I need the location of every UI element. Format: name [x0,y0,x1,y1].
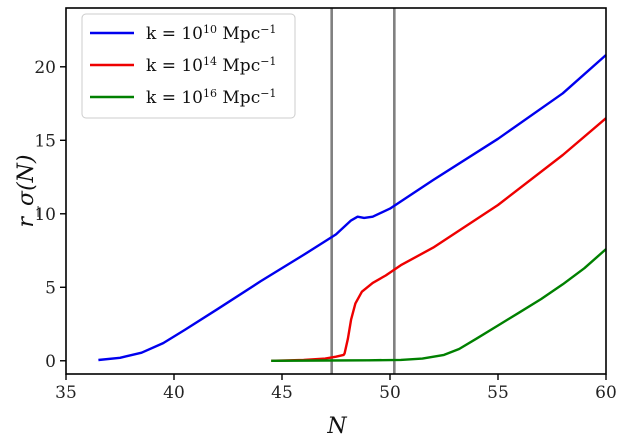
x-tick-label: 60 [595,383,617,403]
y-tick-label: 0 [45,352,56,372]
vertical-lines [330,8,396,374]
y-axis-ticks: 0 5 10 15 20 [34,58,66,372]
legend-label-1: k = 1010 Mpc−1 [146,23,276,45]
x-tick-label: 40 [163,383,185,403]
y-tick-label: 20 [34,58,56,78]
legend-label-3: k = 1016 Mpc−1 [146,87,276,109]
x-tick-label: 50 [379,383,401,403]
x-axis-label: N [326,414,347,439]
plot-frame [65,7,607,375]
x-tick-label: 35 [55,383,77,403]
x-tick-label: 55 [487,383,509,403]
x-tick-label: 45 [271,383,293,403]
legend-label-2: k = 1014 Mpc−1 [146,55,276,77]
series-line-1 [98,54,607,362]
y-axis-label: r_σ(N) [14,155,39,228]
legend-box [81,13,296,119]
y-tick-label: 5 [45,278,56,298]
y-tick-label: 10 [34,205,56,225]
legend: k = 1010 Mpc−1 k = 1014 Mpc−1 k = 1016 Mpc… [81,13,296,119]
x-axis-ticks: 35 40 45 50 55 60 [55,374,617,403]
series-lines [98,54,607,362]
series-line-3 [271,248,607,362]
series-line-2 [271,117,607,362]
y-tick-label: 15 [34,131,56,151]
